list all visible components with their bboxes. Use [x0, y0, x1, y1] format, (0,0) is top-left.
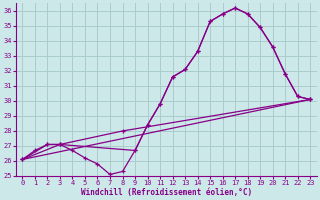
- X-axis label: Windchill (Refroidissement éolien,°C): Windchill (Refroidissement éolien,°C): [81, 188, 252, 197]
